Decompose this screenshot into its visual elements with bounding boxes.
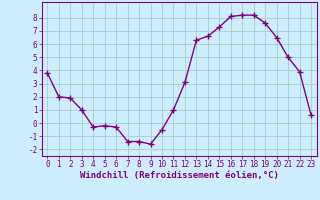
X-axis label: Windchill (Refroidissement éolien,°C): Windchill (Refroidissement éolien,°C) (80, 171, 279, 180)
